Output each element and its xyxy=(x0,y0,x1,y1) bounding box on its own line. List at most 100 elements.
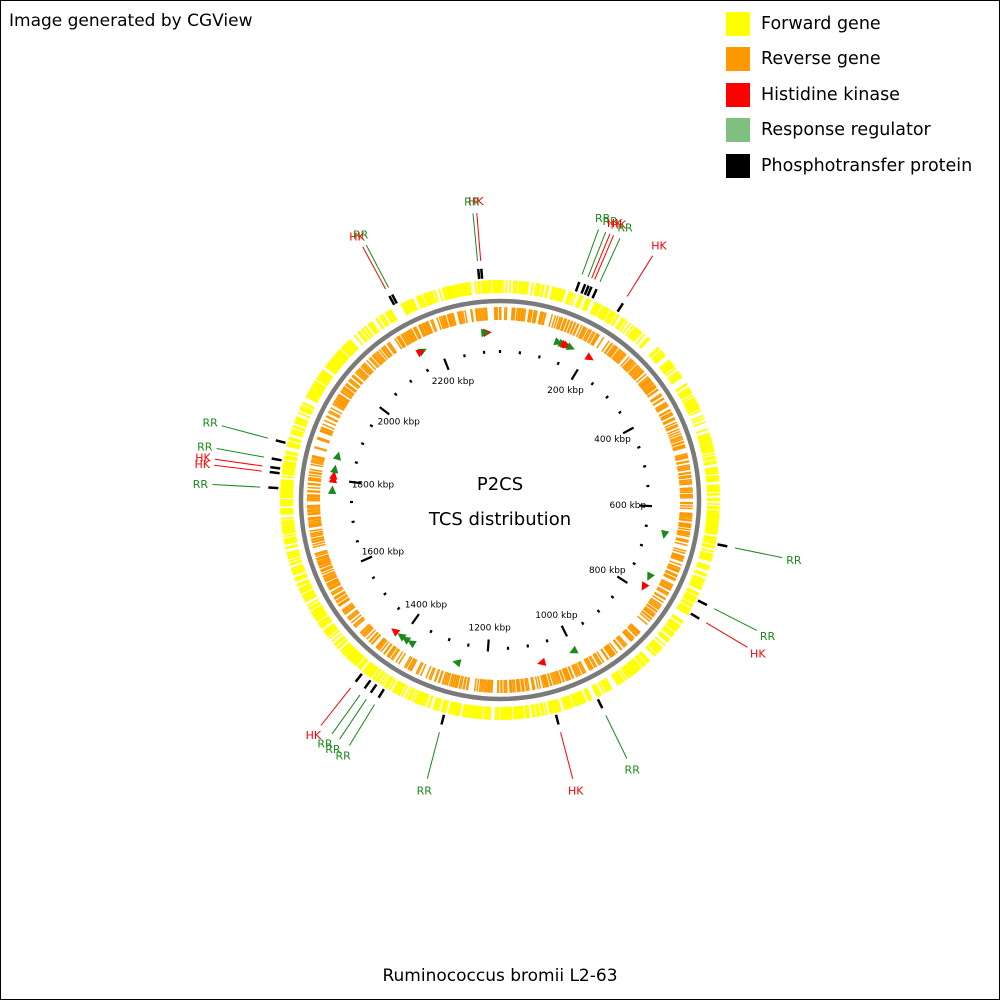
reverse-gene-mark xyxy=(615,351,625,363)
forward-gene-mark xyxy=(281,521,295,525)
forward-gene-mark xyxy=(467,704,471,718)
forward-gene-mark xyxy=(357,657,367,669)
forward-gene-mark xyxy=(395,681,403,695)
reverse-gene-mark xyxy=(383,643,392,655)
forward-gene-mark xyxy=(438,288,444,302)
forward-gene-mark xyxy=(638,652,649,664)
forward-gene-mark xyxy=(280,480,294,483)
reverse-gene-mark xyxy=(653,592,666,601)
reverse-gene-mark xyxy=(670,555,684,562)
rr-marker xyxy=(397,633,407,642)
reverse-gene-mark xyxy=(360,365,371,376)
minor-tick xyxy=(425,368,430,373)
forward-gene-mark xyxy=(436,698,443,712)
forward-gene-mark xyxy=(286,443,300,449)
reverse-gene-mark xyxy=(476,678,480,692)
reverse-gene-mark xyxy=(642,608,655,618)
forward-gene-mark xyxy=(474,281,478,295)
forward-gene-mark xyxy=(706,511,720,515)
reverse-gene-mark xyxy=(414,326,422,339)
reverse-gene-mark xyxy=(672,549,686,555)
reverse-gene-mark xyxy=(579,660,587,674)
forward-gene-mark xyxy=(487,706,490,720)
forward-gene-mark xyxy=(461,703,466,717)
forward-gene-mark xyxy=(365,663,376,676)
legend-label: Forward gene xyxy=(761,13,881,34)
tcs-gene-track xyxy=(268,268,728,725)
tick-label: 600 kbp xyxy=(610,501,647,511)
forward-gene-mark xyxy=(483,706,486,720)
reverse-gene-mark xyxy=(663,574,676,582)
reverse-gene-mark xyxy=(311,539,325,544)
forward-gene-mark xyxy=(704,528,718,533)
forward-gene-mark xyxy=(488,280,491,294)
reverse-gene-mark xyxy=(368,631,379,643)
reverse-gene-mark xyxy=(679,482,693,486)
reverse-gene-mark xyxy=(674,452,688,458)
reverse-gene-mark xyxy=(490,679,493,693)
legend-label: Phosphotransfer protein xyxy=(761,155,973,176)
hk-marker xyxy=(537,657,547,666)
reverse-gene-mark xyxy=(426,321,433,334)
reverse-gene-mark xyxy=(584,658,593,671)
reverse-gene-mark xyxy=(671,440,685,447)
forward-gene-mark xyxy=(345,647,357,659)
forward-gene-mark xyxy=(651,639,663,650)
forward-gene-mark xyxy=(477,705,481,720)
forward-gene-mark xyxy=(453,284,459,298)
forward-gene-mark xyxy=(526,704,531,719)
forward-gene-mark xyxy=(291,565,305,572)
forward-gene-mark xyxy=(305,395,318,404)
reverse-gene-mark xyxy=(363,362,374,373)
reverse-gene-mark xyxy=(679,491,693,494)
forward-gene-mark xyxy=(328,629,340,640)
forward-gene-mark xyxy=(287,442,301,448)
forward-gene-mark xyxy=(652,351,664,362)
reverse-gene-mark xyxy=(674,454,688,459)
reverse-gene-mark xyxy=(310,461,324,466)
reverse-gene-mark xyxy=(570,322,577,335)
forward-gene-mark xyxy=(524,705,528,719)
reverse-gene-mark xyxy=(515,307,519,321)
reverse-gene-mark xyxy=(307,479,322,483)
tick-label: 1000 kbp xyxy=(535,611,578,621)
reverse-gene-mark xyxy=(628,624,640,635)
forward-gene-mark xyxy=(312,383,325,392)
forward-gene-mark xyxy=(653,352,665,363)
reverse-gene-mark xyxy=(361,625,373,636)
reverse-gene-mark xyxy=(331,587,344,595)
reverse-gene-mark xyxy=(674,541,688,547)
forward-gene-mark xyxy=(594,683,602,696)
reverse-gene-mark xyxy=(625,361,636,372)
legend-label: Reverse gene xyxy=(761,49,881,70)
reverse-gene-mark xyxy=(559,318,566,331)
forward-gene-mark xyxy=(309,389,322,398)
forward-gene-mark xyxy=(388,309,397,322)
forward-gene-mark xyxy=(648,346,659,357)
reverse-gene-mark xyxy=(562,668,569,682)
reverse-gene-mark xyxy=(335,593,348,603)
legend-swatch-reverse-gene xyxy=(726,47,750,72)
forward-gene-mark xyxy=(702,539,716,544)
reverse-gene-mark xyxy=(480,307,484,321)
forward-gene-mark xyxy=(510,706,513,720)
reverse-gene-mark xyxy=(461,310,466,324)
reverse-gene-mark xyxy=(647,389,659,398)
forward-gene-mark xyxy=(476,281,480,295)
forward-gene-mark xyxy=(696,563,710,570)
forward-gene-mark xyxy=(596,305,605,318)
forward-gene-mark xyxy=(472,705,477,719)
reverse-gene-mark xyxy=(664,421,677,429)
forward-gene-mark xyxy=(682,595,696,603)
forward-gene-mark xyxy=(683,593,697,602)
reverse-gene-mark xyxy=(572,664,579,677)
tick-label: 800 kbp xyxy=(589,566,626,576)
reverse-gene-mark xyxy=(592,653,601,666)
forward-gene-mark xyxy=(281,525,295,530)
reverse-gene-mark xyxy=(483,307,487,321)
reverse-gene-mark xyxy=(579,326,587,340)
center-subtitle: TCS distribution xyxy=(428,509,571,530)
reverse-gene-mark xyxy=(409,328,417,341)
forward-gene-mark xyxy=(543,702,548,716)
forward-gene-mark xyxy=(684,399,697,407)
